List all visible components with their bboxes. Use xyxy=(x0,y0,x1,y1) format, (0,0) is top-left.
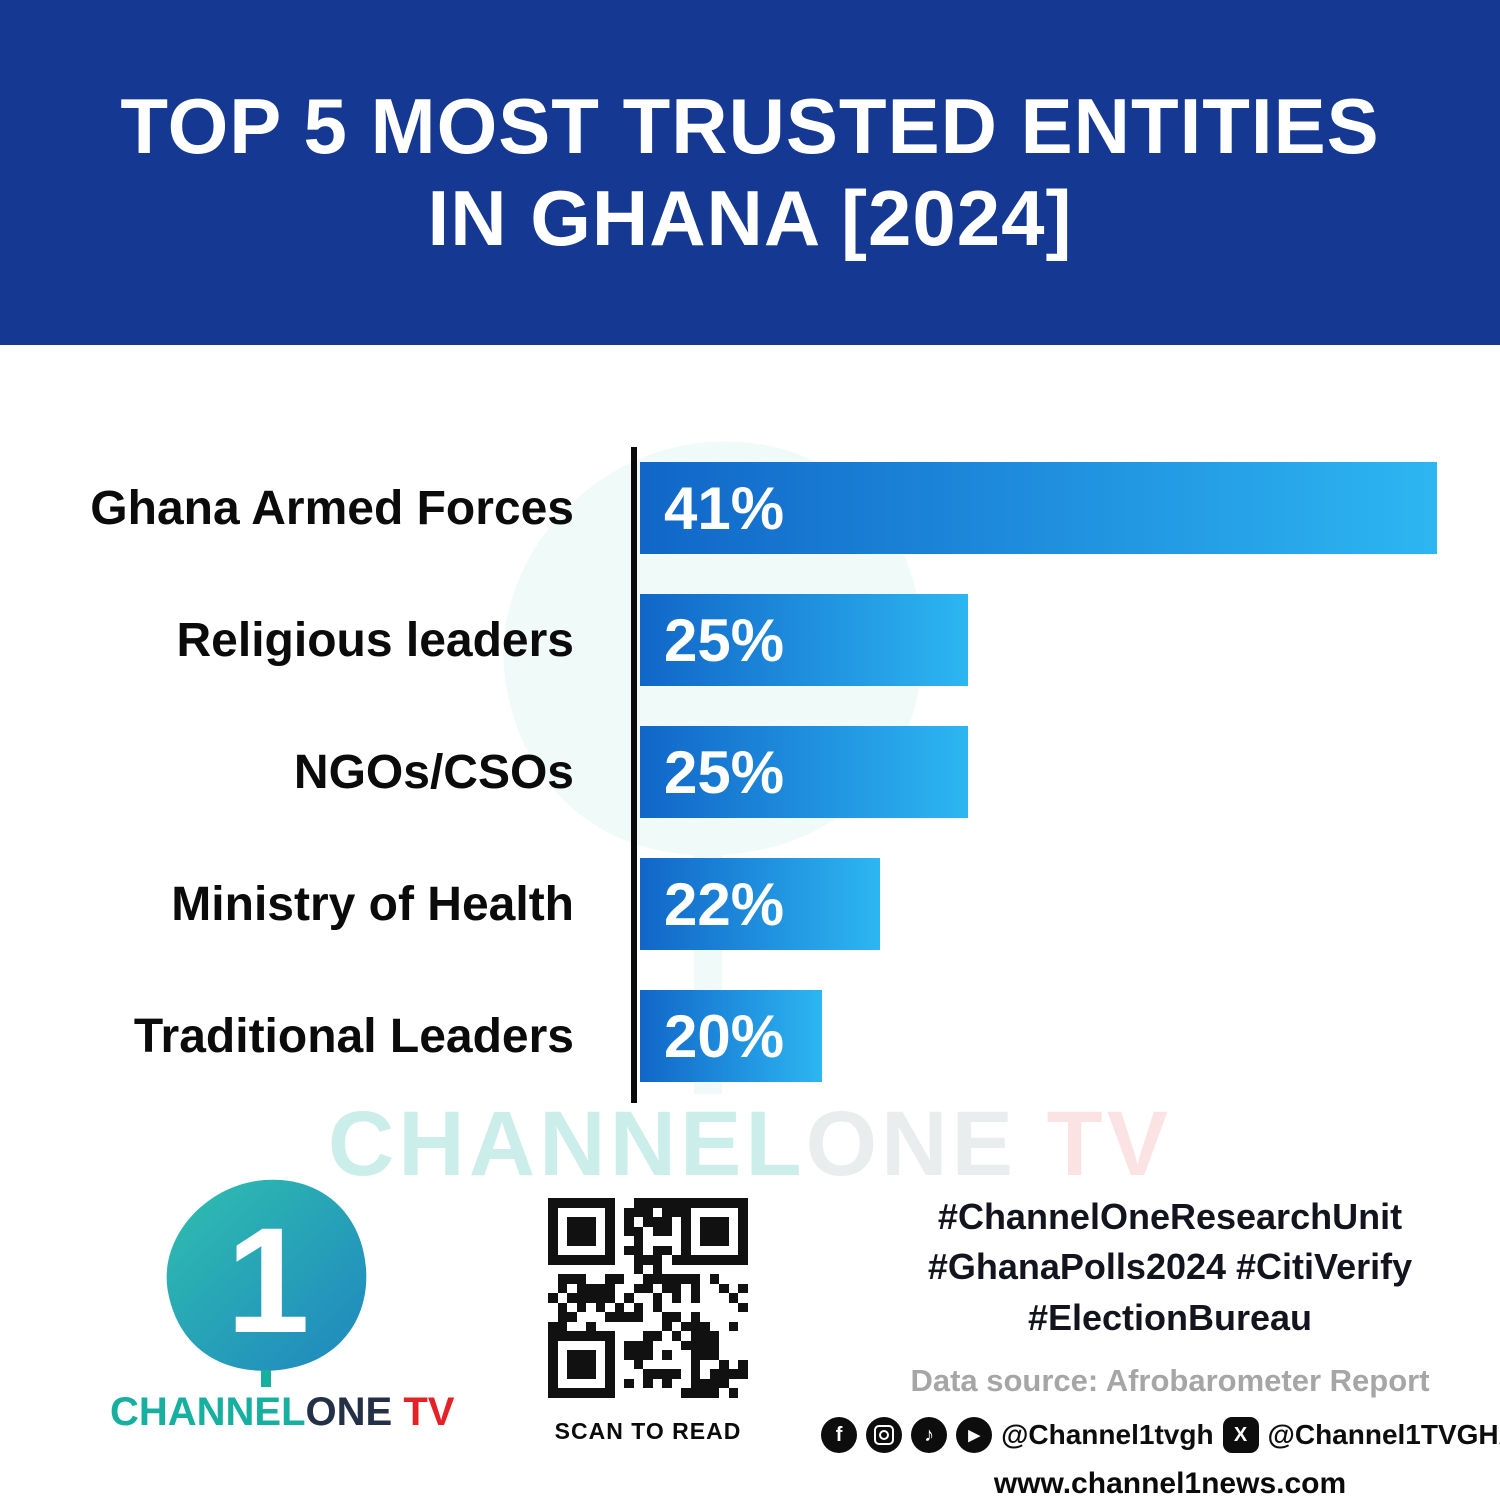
facebook-icon: f xyxy=(821,1417,858,1454)
logo-digit: 1 xyxy=(226,1196,309,1364)
youtube-icon: ▶ xyxy=(956,1417,993,1454)
bar-row: NGOs/CSOs 25% xyxy=(0,726,1500,818)
bar-row: Traditional Leaders 20% xyxy=(0,990,1500,1082)
bar-row: Religious leaders 25% xyxy=(0,594,1500,686)
bar-value-label: 22% xyxy=(664,870,785,938)
logo-wordmark: CHANNELONE TV xyxy=(110,1390,455,1434)
category-label: Traditional Leaders xyxy=(133,1009,574,1063)
bar-ghana-armed-forces: 41% xyxy=(640,462,1437,554)
social-row: f ♪ ▶ @Channel1tvgh X @Channel1TVGHA xyxy=(821,1417,1500,1454)
bar-value-label: 20% xyxy=(664,1002,785,1070)
category-label: Ghana Armed Forces xyxy=(90,481,574,535)
brand-watermark-text: CHANNELONE TV xyxy=(327,1093,1173,1195)
bar-value-label: 41% xyxy=(664,474,785,542)
chart-axis-line xyxy=(631,447,637,1103)
bar-chart: Ghana Armed Forces 41% Religious leaders… xyxy=(0,462,1500,1122)
bar-row: Ghana Armed Forces 41% xyxy=(0,462,1500,554)
hashtag-line-3: #ElectionBureau xyxy=(1027,1296,1313,1338)
hashtag-line-2: #GhanaPolls2024 #CitiVerify xyxy=(927,1246,1413,1288)
bar-ministry-of-health: 22% xyxy=(640,858,880,950)
instagram-icon xyxy=(866,1417,903,1454)
bar-ngos-csos: 25% xyxy=(640,726,968,818)
website-url: www.channel1news.com xyxy=(993,1467,1347,1500)
category-label: Ministry of Health xyxy=(171,877,574,931)
bar-religious-leaders: 25% xyxy=(640,594,968,686)
header-banner: TOP 5 MOST TRUSTED ENTITIES IN GHANA [20… xyxy=(0,0,1500,345)
channel-one-logo: 1 xyxy=(166,1179,367,1387)
social-handle-x: @Channel1TVGHA xyxy=(1267,1419,1500,1451)
footer-info-block: #ChannelOneResearchUnit #GhanaPolls2024 … xyxy=(821,1192,1500,1500)
social-handle-main: @Channel1tvgh xyxy=(1001,1419,1214,1451)
bar-value-label: 25% xyxy=(664,606,785,674)
data-source-label: Data source: Afrobarometer Report xyxy=(910,1363,1430,1399)
category-label: NGOs/CSOs xyxy=(293,745,574,799)
tiktok-icon: ♪ xyxy=(911,1417,948,1454)
hashtag-line-1: #ChannelOneResearchUnit xyxy=(937,1196,1403,1237)
bar-value-label: 25% xyxy=(664,738,785,806)
page-title-line-1: TOP 5 MOST TRUSTED ENTITIES xyxy=(120,81,1380,170)
qr-caption: SCAN TO READ xyxy=(554,1418,742,1444)
bar-row: Ministry of Health 22% xyxy=(0,858,1500,950)
category-label: Religious leaders xyxy=(176,613,574,667)
page-title-line-2: IN GHANA [2024] xyxy=(427,173,1073,262)
qr-code xyxy=(548,1198,748,1398)
bar-traditional-leaders: 20% xyxy=(640,990,822,1082)
x-icon: X xyxy=(1222,1417,1259,1454)
